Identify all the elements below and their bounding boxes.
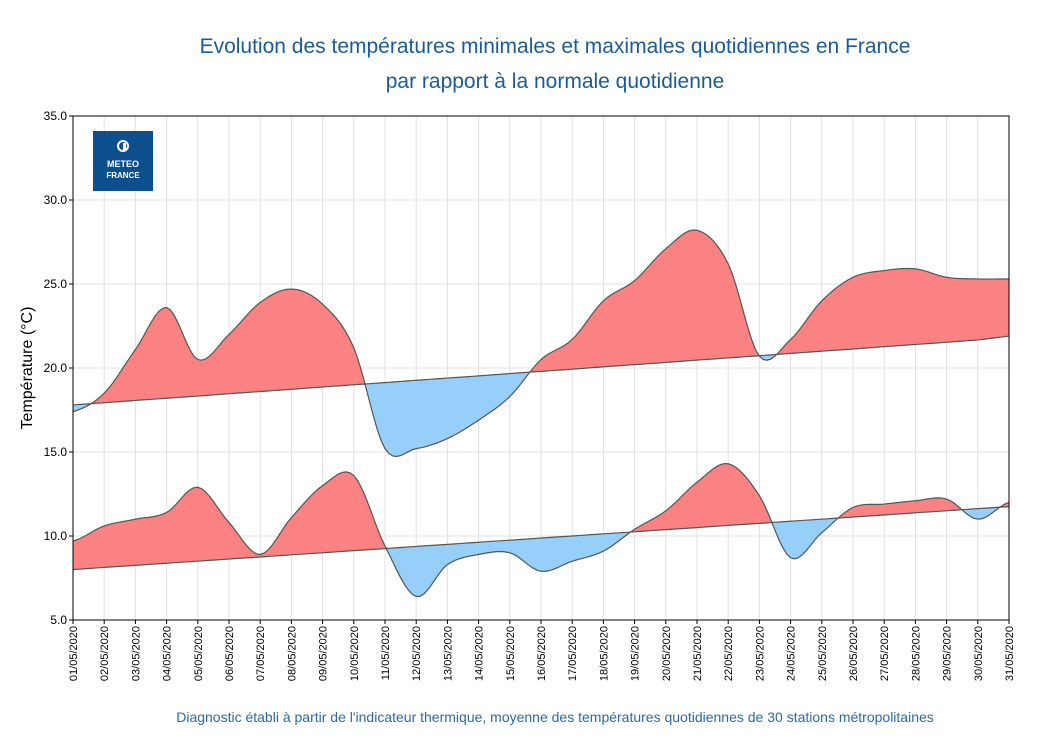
x-tick-label: 25/05/2020	[817, 626, 829, 681]
meteo-france-logo: METEO FRANCE	[93, 131, 153, 191]
temperature-line-min	[73, 462, 1009, 598]
x-tick-label: 31/05/2020	[1004, 626, 1016, 681]
x-tick-label: 04/05/2020	[162, 626, 174, 681]
x-tick-label: 03/05/2020	[130, 626, 142, 681]
y-tick-label: 25.0	[44, 277, 68, 291]
x-tick-label: 21/05/2020	[692, 626, 704, 681]
x-tick-label: 16/05/2020	[536, 626, 548, 681]
x-tick-label: 24/05/2020	[786, 626, 798, 681]
x-tick-label: 23/05/2020	[754, 626, 766, 681]
x-tick-label: 22/05/2020	[723, 626, 735, 681]
logo-text-meteo: METEO	[106, 159, 139, 169]
x-tick-label: 11/05/2020	[380, 626, 392, 680]
y-tick-label: 30.0	[44, 193, 68, 207]
area-above-normal-min	[73, 463, 1009, 570]
x-tick-label: 08/05/2020	[286, 626, 298, 681]
logo-text-france: FRANCE	[106, 171, 140, 180]
y-tick-label: 5.0	[50, 613, 67, 627]
x-tick-label: 15/05/2020	[505, 626, 517, 681]
normal-line-min	[73, 506, 1009, 571]
x-tick-label: 20/05/2020	[661, 626, 673, 681]
x-tick-label: 19/05/2020	[630, 626, 642, 681]
area-above-normal-max	[73, 229, 1009, 405]
x-tick-label: 28/05/2020	[910, 626, 922, 681]
y-tick-label: 10.0	[44, 529, 68, 543]
x-tick-label: 13/05/2020	[442, 626, 454, 681]
x-tick-label: 17/05/2020	[567, 626, 579, 681]
y-axis-label: Température (°C)	[19, 307, 36, 430]
x-tick-label: 26/05/2020	[848, 626, 860, 681]
x-tick-label: 27/05/2020	[879, 626, 891, 681]
x-tick-label: 02/05/2020	[99, 626, 111, 681]
y-tick-label: 15.0	[44, 445, 68, 459]
y-tick-label: 35.0	[44, 109, 68, 123]
x-tick-label: 29/05/2020	[942, 626, 954, 681]
x-tick-label: 05/05/2020	[193, 626, 205, 681]
temperature-line-max	[73, 229, 1009, 458]
chart-title-line2: par rapport à la normale quotidienne	[385, 70, 725, 93]
footer-note: Diagnostic établi à partir de l'indicate…	[176, 709, 934, 725]
x-tick-label: 18/05/2020	[598, 626, 610, 681]
x-tick-label: 14/05/2020	[474, 626, 486, 681]
x-tick-label: 12/05/2020	[411, 626, 423, 681]
logo-icon	[117, 140, 129, 152]
x-tick-label: 01/05/2020	[68, 626, 80, 681]
x-tick-label: 09/05/2020	[318, 626, 330, 681]
normal-line-max	[73, 335, 1009, 406]
x-tick-label: 07/05/2020	[255, 626, 267, 681]
chart-title-line1: Evolution des températures minimales et …	[199, 35, 911, 58]
x-tick-label: 06/05/2020	[224, 626, 236, 681]
x-tick-label: 10/05/2020	[349, 626, 361, 681]
y-tick-label: 20.0	[44, 361, 68, 375]
x-tick-label: 30/05/2020	[973, 626, 985, 681]
